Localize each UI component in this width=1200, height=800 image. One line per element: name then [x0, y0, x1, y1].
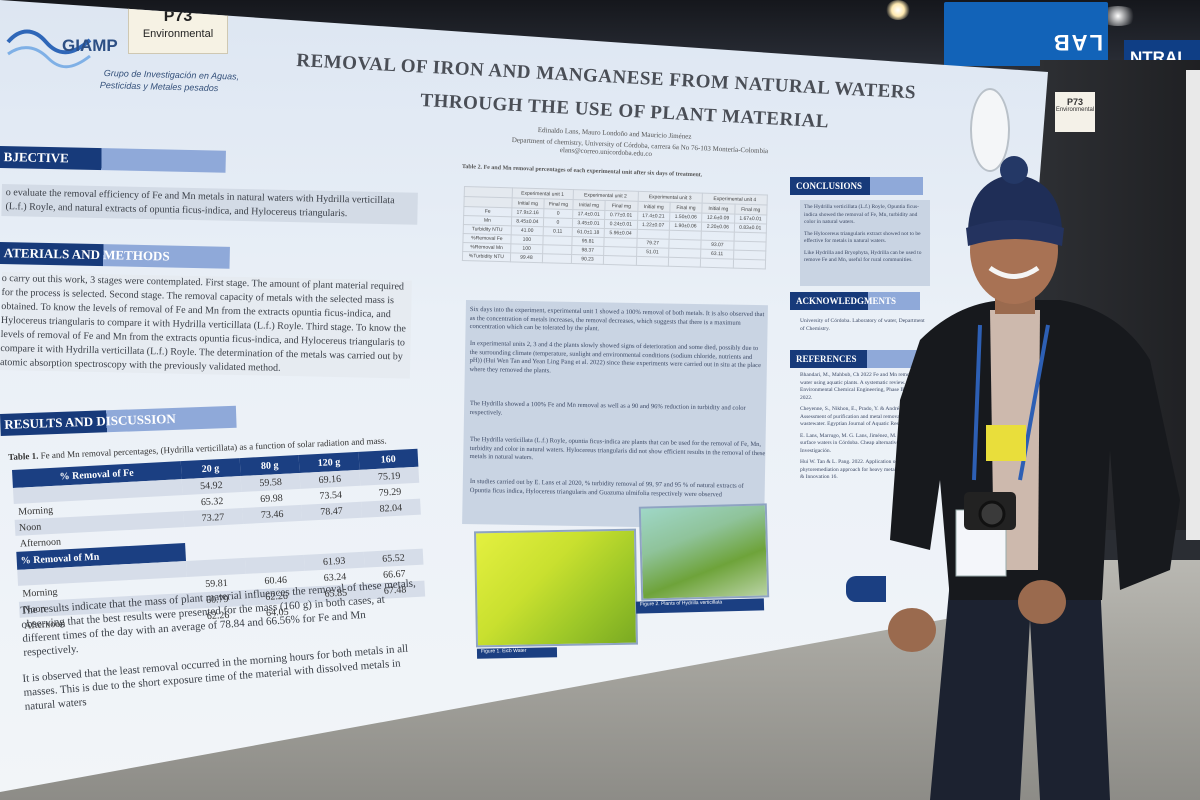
conclusion-item: Like Hydrilla and Bryophyta, Hydrilla ca… — [804, 249, 922, 264]
section-header-acknowledgments: ACKNOWLEDGMENTS — [790, 292, 920, 310]
presenter-person — [888, 156, 1180, 800]
table2-experimental-units: Experimental unit 1 Experimental unit 2 Ex… — [462, 186, 768, 269]
methods-text: o carry out this work, 3 stages were con… — [0, 272, 412, 379]
reference-item: Cheyenne, S., Nikhon, E., Prado, Y. & An… — [800, 406, 926, 427]
university-emblem-icon — [970, 88, 1010, 172]
discussion-paragraph: The Hydrilla verticillata (L.f.) Royle, … — [469, 436, 766, 462]
presenter-hand — [1018, 580, 1066, 624]
section-header-conclusions: CONCLUSIONS — [790, 177, 923, 195]
logo-subtitle: Pesticidas y Metales pesados — [99, 80, 219, 94]
beanie-hat — [968, 174, 1062, 230]
presenter-hand — [888, 608, 936, 652]
table2-cell: %Turbidity NTU — [462, 251, 511, 262]
table2-cell — [668, 257, 701, 268]
booth-sign — [944, 2, 1108, 66]
conclusion-item: The Hydrilla verticillata (L.f.) Royle, … — [804, 204, 920, 225]
table2-cell — [542, 253, 572, 264]
ceiling-light — [886, 0, 910, 20]
reference-item: Bhandari, M., Mahbub, Ch 2022 Fe and Mn … — [800, 372, 929, 401]
camera-lens-icon — [978, 500, 1006, 528]
ceiling-light — [1098, 6, 1138, 26]
beanie-cuff — [966, 220, 1064, 246]
section-header-methods: ATERIALS AND METHODS — [0, 242, 230, 269]
yellow-badge — [986, 425, 1026, 461]
table2-cell: 99.48 — [510, 252, 543, 263]
logo-subtitle: Grupo de Investigación en Aguas, — [103, 68, 240, 82]
table2-cell: 90.23 — [571, 254, 604, 265]
table2-cell — [700, 258, 734, 269]
figure-1-photo — [474, 528, 638, 648]
logo-name: GIAMP — [62, 36, 118, 55]
conclusions-list: The Hydrilla verticillata (L.f.) Royle, … — [800, 200, 930, 286]
references-list: Bhandari, M., Mahbub, Ch 2022 Fe and Mn … — [800, 372, 930, 572]
table2-caption: Table 2. Fe and Mn removal percentages o… — [461, 164, 703, 179]
table2-cell — [732, 259, 766, 269]
poster-category: Environmental — [142, 28, 214, 40]
table2-cell — [635, 256, 669, 267]
figure-1-caption: Figure 1. Eicb Water — [476, 647, 558, 659]
acknowledgments-text: University of Córdoba. Laboratory of wat… — [800, 318, 925, 332]
poster-title-line-1: REMOVAL OF IRON AND MANGANESE FROM NATUR… — [295, 50, 917, 104]
conclusion-item: The Hylocereus triangularis extract show… — [804, 230, 921, 245]
side-post — [1186, 70, 1200, 540]
beanie-pompom — [1000, 156, 1028, 184]
table2-cell — [603, 255, 637, 266]
presenter-jeans — [930, 580, 1110, 800]
giamp-logo-wave-icon — [6, 29, 92, 69]
presenter-smile — [988, 265, 1040, 279]
wall-tag-code: P73 — [1066, 97, 1083, 107]
objective-text: o evaluate the removal efficiency of Fe … — [1, 184, 418, 225]
section-header-references: REFERENCES — [790, 350, 918, 368]
section-header-results: RESULTS AND DISCUSSION — [0, 405, 237, 436]
booth-sign-text: LAB — [1051, 30, 1103, 55]
discussion-paragraph: In experimental units 2, 3 and 4 the pla… — [469, 340, 762, 374]
reference-item: E. Lans, Marrugo, M. G. Lans, Jiménez, M… — [800, 432, 928, 454]
wall-poster-tag: P73 Environmental — [1055, 92, 1095, 132]
table1-label: Table 1. — [8, 450, 39, 462]
figure-2-photo — [638, 503, 770, 601]
poster-corner-decoration — [846, 576, 886, 602]
wall-tag-category: Environmental — [1055, 107, 1095, 113]
reference-item: Hui W. Tan & L. Pang. 2022. Application … — [800, 459, 927, 480]
discussion-paragraph: Six days into the experiment, experiment… — [469, 306, 765, 333]
figure-2-caption: Figure 2. Plants of Hydrilla verticillat… — [635, 598, 765, 614]
section-header-objective: BJECTIVE — [0, 146, 226, 173]
